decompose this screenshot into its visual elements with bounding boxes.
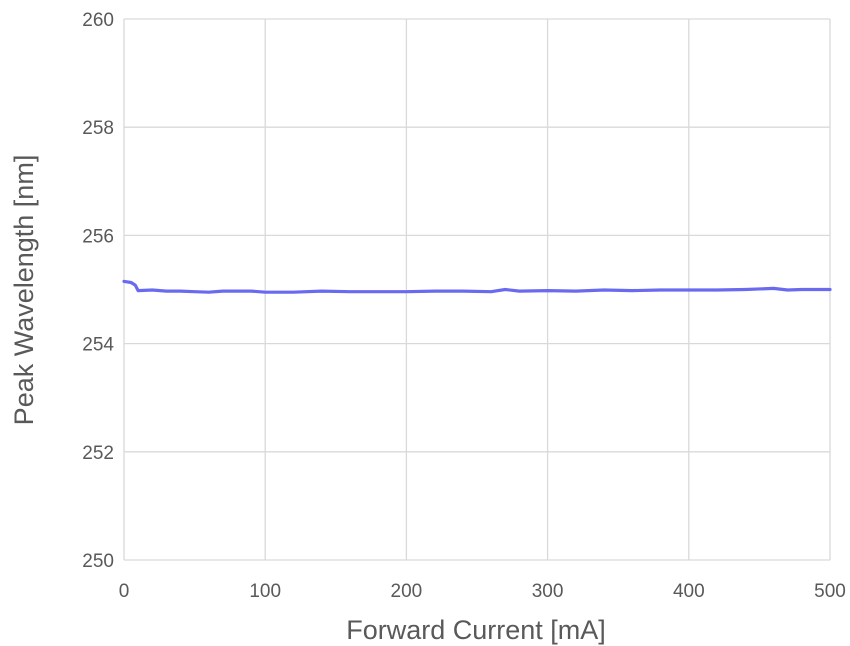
x-axis-title: Forward Current [mA]: [346, 615, 606, 645]
y-tick-label: 258: [82, 118, 114, 139]
gridlines: [123, 18, 831, 561]
x-tick-label: 100: [249, 581, 281, 602]
y-tick-label: 252: [82, 443, 114, 464]
x-tick-label: 0: [119, 581, 130, 602]
x-tick-label: 300: [532, 581, 564, 602]
x-tick-label: 500: [814, 581, 846, 602]
y-tick-label: 250: [82, 551, 114, 572]
x-tick-label: 200: [391, 581, 423, 602]
x-tick-label: 400: [673, 581, 705, 602]
tick-labels: 250 252 254 256 258 260 0 100 200 300 400 500: [82, 10, 846, 602]
series-layer: [122, 279, 832, 294]
series-line-0: [122, 279, 832, 294]
y-tick-label: 254: [82, 335, 114, 356]
y-tick-label: 256: [82, 226, 114, 247]
y-tick-label: 260: [82, 10, 114, 31]
y-axis-title: Peak Wavelength [nm]: [9, 155, 39, 426]
